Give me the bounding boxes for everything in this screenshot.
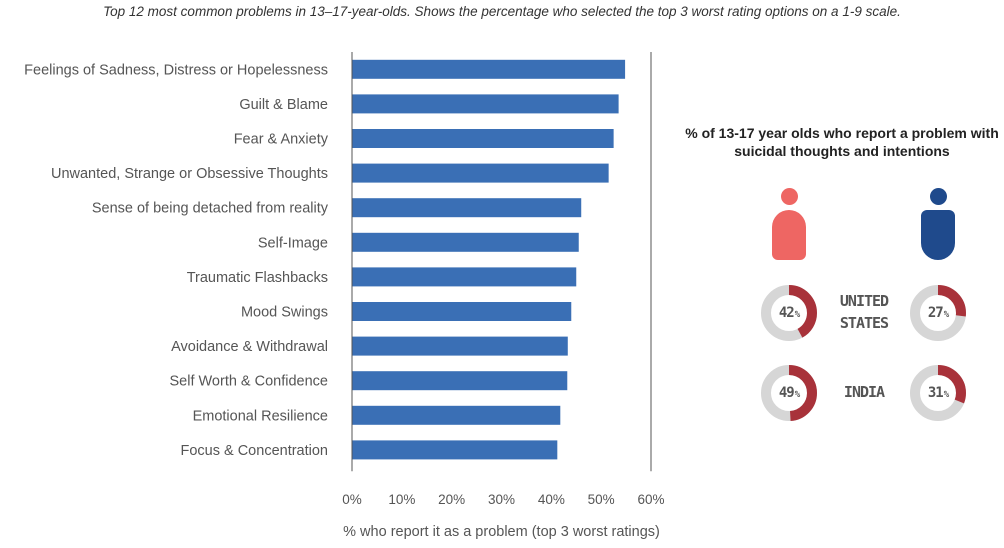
x-tick-label: 30% — [488, 492, 515, 507]
x-tick-label: 10% — [388, 492, 415, 507]
suicide-panel: % of 13-17 year olds who report a proble… — [680, 120, 1004, 430]
category-label: Feelings of Sadness, Distress or Hopeles… — [24, 62, 328, 78]
bar — [352, 336, 568, 356]
country-label: UNITED STATES — [839, 292, 889, 332]
chart-subtitle: Top 12 most common problems in 13–17-yea… — [103, 4, 901, 19]
bar-chart: Feelings of Sadness, Distress or Hopeles… — [24, 52, 665, 540]
donut-value: 27% — [927, 305, 949, 321]
donut-value: 42% — [778, 305, 800, 321]
category-label: Guilt & Blame — [239, 97, 328, 113]
category-label: Avoidance & Withdrawal — [171, 339, 328, 355]
category-label: Mood Swings — [241, 305, 328, 321]
donut-arc — [910, 365, 966, 421]
x-tick-label: 0% — [342, 492, 362, 507]
bar — [352, 94, 619, 114]
category-label: Sense of being detached from reality — [92, 201, 329, 217]
x-axis-title: % who report it as a problem (top 3 wors… — [343, 524, 660, 540]
donut-arc — [761, 285, 817, 341]
female-donut: 42% — [760, 284, 818, 342]
bar — [352, 163, 609, 183]
category-label: Self Worth & Confidence — [169, 374, 328, 390]
x-tick-label: 40% — [538, 492, 565, 507]
bar — [352, 371, 568, 391]
bar — [352, 267, 577, 287]
bar — [352, 405, 561, 425]
donut-value: 31% — [927, 385, 949, 401]
bar — [352, 302, 572, 321]
bar — [352, 232, 579, 252]
bar — [352, 129, 614, 148]
female-donut: 49% — [760, 364, 818, 422]
category-label: Self-Image — [258, 235, 328, 251]
x-tick-label: 20% — [438, 492, 465, 507]
bar — [352, 440, 558, 460]
donut-arc — [910, 285, 966, 341]
x-tick-label: 50% — [588, 492, 615, 507]
panel-title: % of 13-17 year olds who report a proble… — [685, 125, 999, 159]
country-label: INDIA — [843, 383, 885, 401]
category-label: Unwanted, Strange or Obsessive Thoughts — [51, 166, 328, 182]
bar — [352, 59, 626, 79]
male-donut: 27% — [909, 284, 967, 342]
donut-value: 49% — [778, 385, 800, 401]
bar — [352, 198, 582, 218]
category-label: Traumatic Flashbacks — [187, 270, 328, 286]
category-label: Focus & Concentration — [181, 443, 329, 459]
x-tick-label: 60% — [637, 492, 664, 507]
category-label: Emotional Resilience — [193, 408, 328, 424]
category-label: Fear & Anxiety — [234, 132, 329, 148]
donut-arc — [761, 365, 817, 421]
female-person-icon — [772, 188, 806, 260]
male-person-icon — [921, 188, 955, 260]
male-donut: 31% — [909, 364, 967, 422]
